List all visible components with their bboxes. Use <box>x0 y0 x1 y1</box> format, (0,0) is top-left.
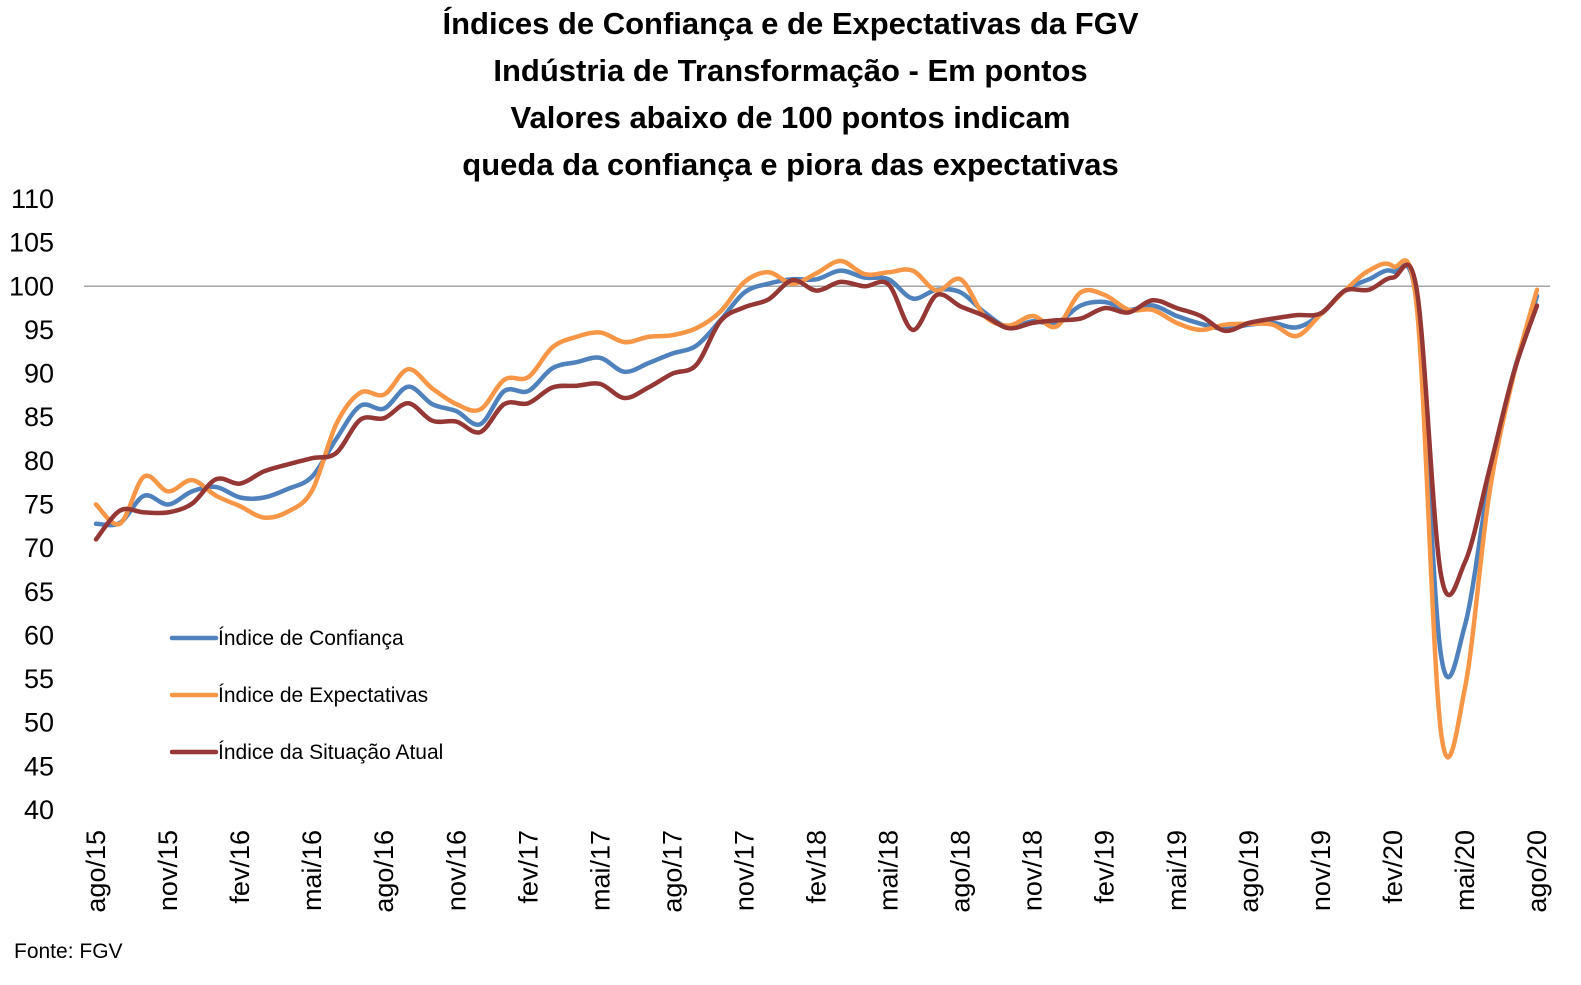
x-tick-label: mai/19 <box>1162 830 1192 911</box>
x-tick-label: fev/18 <box>802 830 832 904</box>
series-line-3 <box>93 262 1540 598</box>
series-group <box>93 258 1540 760</box>
title-line-1: Índices de Confiança e de Expectativas d… <box>442 6 1139 41</box>
x-tick-label: mai/17 <box>585 830 615 911</box>
x-tick-label: nov/18 <box>1018 830 1048 911</box>
y-tick-label: 105 <box>9 228 54 258</box>
x-tick-label: ago/20 <box>1522 830 1552 913</box>
x-tick-label: nov/17 <box>729 830 759 911</box>
y-tick-label: 90 <box>24 359 54 389</box>
x-tick-label: fev/19 <box>1090 830 1120 904</box>
x-tick-label: nov/16 <box>441 830 471 911</box>
y-tick-label: 80 <box>24 446 54 476</box>
series-line-2 <box>93 258 1540 760</box>
x-tick-label: nov/19 <box>1306 830 1336 911</box>
x-tick-label: ago/16 <box>369 830 399 913</box>
x-tick-label: fev/20 <box>1378 830 1408 904</box>
y-tick-label: 65 <box>24 577 54 607</box>
x-tick-label: ago/19 <box>1234 830 1264 913</box>
y-tick-label: 45 <box>24 751 54 781</box>
y-tick-label: 55 <box>24 664 54 694</box>
legend: Índice de Confiança Índice de Expectativa… <box>169 627 443 764</box>
y-tick-label: 100 <box>9 271 54 301</box>
title-line-2: Indústria de Transformação - Em pontos <box>493 53 1088 88</box>
y-tick-label: 75 <box>24 490 54 520</box>
legend-label: Índice de Confiança <box>218 627 404 650</box>
x-tick-label: ago/15 <box>81 830 111 913</box>
x-tick-label: fev/17 <box>513 830 543 904</box>
y-tick-label: 110 <box>11 184 54 214</box>
y-axis: 110 105 100 95 90 85 80 75 70 65 60 55 50 45 40 <box>9 184 54 825</box>
x-tick-label: fev/16 <box>225 830 255 904</box>
legend-label: Índice de Expectativas <box>218 684 428 707</box>
y-tick-label: 70 <box>24 533 54 563</box>
x-tick-label: nov/15 <box>153 830 183 911</box>
legend-label: Índice da Situação Atual <box>218 741 443 764</box>
x-axis: ago/15 nov/15 fev/16 mai/16 ago/16 nov/16 fev/… <box>81 830 1552 913</box>
x-tick-label: ago/17 <box>657 830 687 913</box>
source-note: Fonte: FGV <box>14 940 123 963</box>
y-tick-label: 50 <box>24 708 54 738</box>
y-tick-label: 85 <box>24 402 54 432</box>
y-tick-label: 95 <box>24 315 54 345</box>
x-tick-label: ago/18 <box>946 830 976 913</box>
x-tick-label: mai/16 <box>297 830 327 911</box>
title-line-4: queda da confiança e piora das expectati… <box>462 147 1119 182</box>
x-tick-label: mai/20 <box>1450 830 1480 911</box>
title-line-3: Valores abaixo de 100 pontos indicam <box>510 100 1071 135</box>
y-tick-label: 40 <box>24 795 54 825</box>
series-line-1 <box>93 262 1540 680</box>
y-tick-label: 60 <box>24 620 54 650</box>
x-tick-label: mai/18 <box>874 830 904 911</box>
